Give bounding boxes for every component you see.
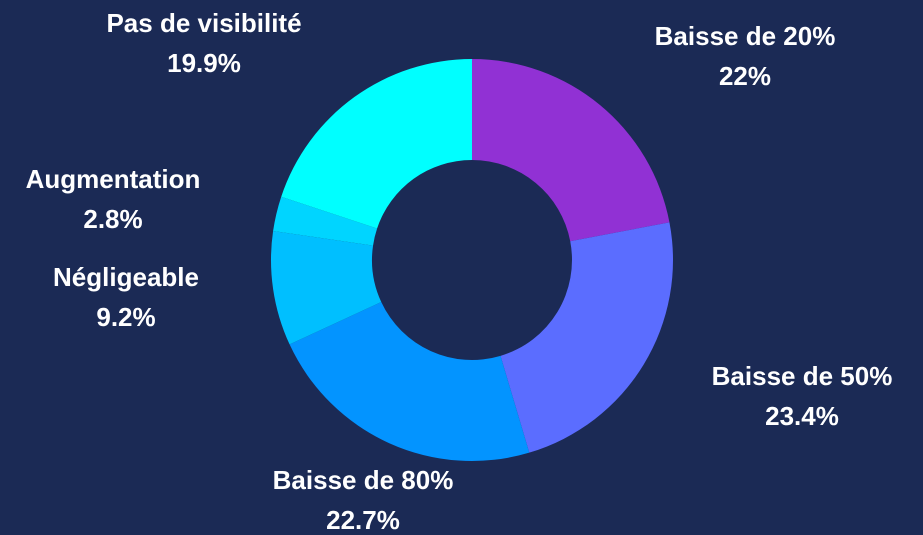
segment-value: 22.7% — [326, 505, 400, 535]
segment-label: Pas de visibilité — [106, 8, 301, 38]
donut-segment — [500, 222, 673, 453]
donut-segment — [273, 196, 378, 246]
segment-value: 2.8% — [83, 204, 142, 234]
segment-label: Baisse de 20% — [655, 21, 836, 51]
segment-label: Baisse de 80% — [273, 465, 454, 495]
segment-value: 19.9% — [167, 48, 241, 78]
donut-segment — [289, 302, 530, 461]
donut-segment — [281, 59, 472, 229]
donut-segment — [472, 59, 670, 242]
segment-value: 23.4% — [765, 401, 839, 431]
segment-label: Baisse de 50% — [712, 361, 893, 391]
segment-label: Augmentation — [26, 164, 201, 194]
donut-segment — [271, 231, 382, 345]
segment-value: 9.2% — [96, 302, 155, 332]
segment-label: Négligeable — [53, 262, 199, 292]
segment-value: 22% — [719, 61, 771, 91]
